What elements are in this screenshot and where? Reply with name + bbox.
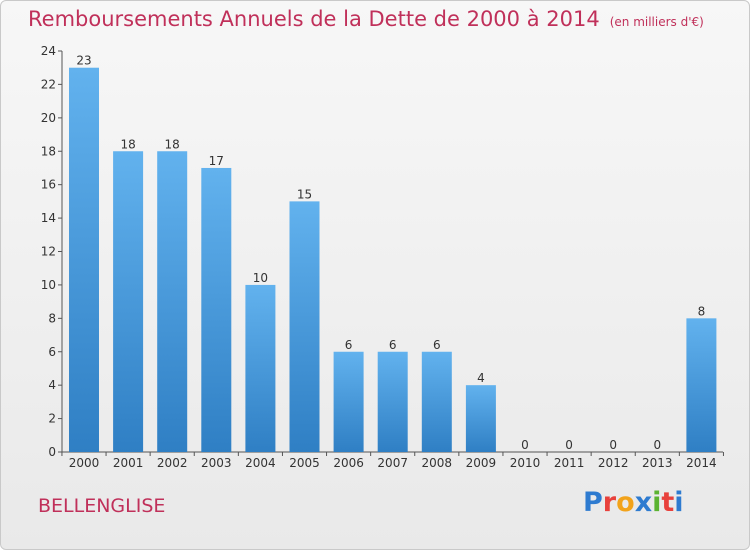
logo-letter: x <box>634 487 653 518</box>
bar-value-label: 23 <box>76 54 91 68</box>
bars <box>69 67 717 453</box>
bar-value-label: 4 <box>477 371 485 385</box>
bar <box>69 67 99 452</box>
y-tick-label: 8 <box>48 311 56 325</box>
logo-letter: t <box>661 487 675 518</box>
x-tick-label: 2002 <box>157 456 188 470</box>
bar-value-label: 6 <box>433 338 441 352</box>
bar <box>201 167 232 453</box>
y-tick-label: 18 <box>41 144 56 158</box>
bar-value-label: 0 <box>565 438 573 452</box>
y-tick-label: 4 <box>48 378 56 392</box>
x-tick-label: 2011 <box>554 456 585 470</box>
proxiti-logo[interactable]: Proxiti <box>583 487 684 518</box>
bar <box>289 201 320 452</box>
bar-value-label: 6 <box>389 338 397 352</box>
chart-title: Remboursements Annuels de la Dette de 20… <box>28 7 704 31</box>
logo-letter: i <box>674 487 684 518</box>
y-tick-label: 12 <box>41 245 56 259</box>
x-tick-label: 2006 <box>333 456 364 470</box>
bar <box>465 385 496 452</box>
bar-value-label: 17 <box>209 154 224 168</box>
x-tick-label: 2005 <box>289 456 320 470</box>
logo-letter: P <box>583 487 603 518</box>
unit-label: (en milliers d'€) <box>609 15 704 29</box>
bar <box>333 351 364 452</box>
bar <box>157 151 188 452</box>
bar-value-label: 18 <box>165 137 180 151</box>
x-tick-label: 2003 <box>201 456 232 470</box>
y-tick-label: 10 <box>41 278 56 292</box>
y-tick-label: 2 <box>48 412 56 426</box>
bar <box>686 318 717 452</box>
bar-value-label: 15 <box>297 187 312 201</box>
logo-letter: r <box>602 487 617 518</box>
bar-value-label: 8 <box>698 304 706 318</box>
x-tick-label: 2004 <box>245 456 276 470</box>
y-tick-label: 24 <box>41 44 56 58</box>
x-tick-label: 2000 <box>69 456 100 470</box>
bar-value-label: 0 <box>653 438 661 452</box>
y-tick-label: 14 <box>41 211 56 225</box>
y-tick-label: 0 <box>48 445 56 459</box>
commune-name: BELLENGLISE <box>38 495 166 517</box>
x-tick-label: 2014 <box>686 456 717 470</box>
y-tick-label: 22 <box>41 77 56 91</box>
x-tick-label: 2012 <box>598 456 629 470</box>
x-tick-label: 2010 <box>510 456 541 470</box>
title-text: Remboursements Annuels de la Dette de 20… <box>28 7 600 31</box>
bar <box>421 351 452 452</box>
x-tick-label: 2013 <box>642 456 673 470</box>
bar <box>113 151 144 452</box>
x-tick-label: 2007 <box>377 456 408 470</box>
y-tick-label: 6 <box>48 345 56 359</box>
bar <box>377 351 408 452</box>
logo-letter: i <box>652 487 662 518</box>
x-tick-label: 2001 <box>113 456 144 470</box>
x-tick-label: 2009 <box>466 456 497 470</box>
logo-letter: o <box>616 487 635 518</box>
y-tick-label: 16 <box>41 178 56 192</box>
bar-value-label: 18 <box>120 137 135 151</box>
bar-value-label: 0 <box>521 438 529 452</box>
bar <box>245 284 276 452</box>
bar-value-label: 10 <box>253 271 268 285</box>
labels: 23 2000 18 2001 18 2002 17 2003 10 2004 15 2005 6 200… <box>69 54 717 470</box>
y-tick-label: 20 <box>41 111 56 125</box>
bar-value-label: 0 <box>609 438 617 452</box>
bar-value-label: 6 <box>345 338 353 352</box>
x-tick-label: 2008 <box>422 456 453 470</box>
